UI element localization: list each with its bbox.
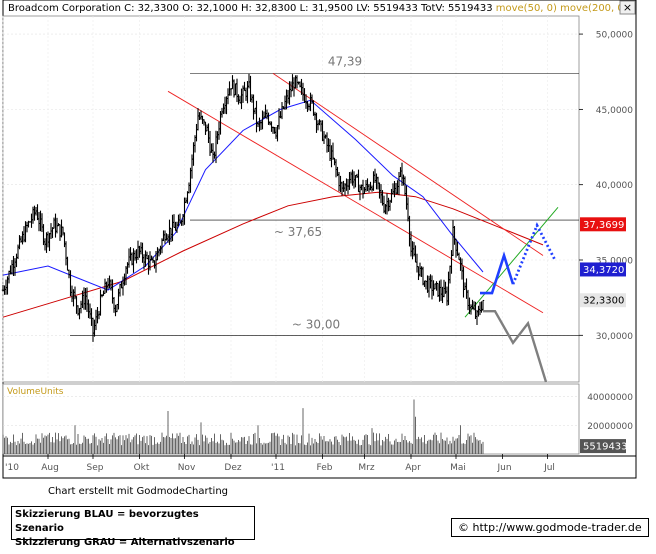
price-tag-label: 34,3720 [583,265,624,276]
volume-tick-label: 40000000 [587,393,633,403]
y-tick-label: 45,0000 [596,106,633,116]
level-label: 47,39 [328,54,362,68]
volume-tick-label: 20000000 [587,422,633,432]
uptrend-line [464,206,559,318]
price-tag-label: 37,3699 [583,220,624,231]
volume-label: VolumeUnits [7,387,64,397]
volume-plot-area [2,383,580,455]
level-label: ~ 37,65 [274,225,322,239]
x-tick-label: Jul [543,463,555,473]
close-button[interactable]: × [619,0,636,15]
scenario-blue-line [480,251,515,295]
channel-line [272,73,544,256]
header-title: Broadcom Corporation C: 32,3300 O: 32,10… [8,3,628,14]
chart-credit: Chart erstellt mit GodmodeCharting [48,486,228,497]
x-tick-label: Mai [450,463,466,473]
close-icon: × [623,1,632,14]
x-tick-label: '11 [271,463,285,473]
volume-tag-label: 5519433 [583,442,628,453]
legend-blue-text: Skizzierung BLAU = bevorzugtes Szenario [15,509,199,534]
y-tick-label: 40,0000 [596,181,633,191]
volume-tag [580,439,626,454]
x-tick-label: Nov [178,463,196,473]
y-tick-label: 35,0000 [596,257,633,267]
price-series [1,73,485,342]
x-tick-label: '10 [5,463,19,473]
volume-bars: 40000000 20000000 5519433 [2,393,633,454]
x-tick-label: Sep [87,463,104,473]
price-tag-label: 32,3300 [583,296,624,307]
price-bar [481,299,485,311]
legend-grey-text: Skizzierung GRAU = Alternativszenario [15,537,235,548]
level-label: ~ 30,00 [292,317,340,331]
price-tag [580,262,626,277]
price-plot-area [2,15,580,383]
price-tags: 37,3699 34,3720 32,3300 [580,217,626,308]
ma50-line [2,99,484,291]
price-tag [580,293,626,308]
y-tick-label: 50,0000 [596,31,633,41]
x-axis: '10 Aug Sep Okt Nov Dez '11 Feb Mrz Apr Mai Jun Jul [2,454,555,473]
scenario-blue-dotted-line [511,222,557,285]
x-tick-label: Dez [224,463,241,473]
x-tick-label: Jun [496,463,511,473]
y-tick-label: 30,0000 [596,332,633,342]
scenario-legend: Skizzierung BLAU = bevorzugtes Szenario … [11,506,255,548]
x-tick-label: Apr [405,463,421,473]
x-tick-label: Feb [317,463,333,473]
scenario-sketches [480,222,557,383]
source-link[interactable]: © http://www.godmode-trader.de [451,518,649,537]
trend-channel [167,73,559,318]
scenario-grey-line [483,310,548,383]
price-tag [580,217,626,232]
level-lines: 47,39 ~ 37,65 ~ 30,00 [70,54,579,336]
y-axis: 50,0000 45,0000 40,0000 35,0000 30,0000 [579,31,633,342]
x-tick-label: Okt [134,463,150,473]
x-tick-label: Mrz [358,463,374,473]
channel-line [167,90,544,314]
x-tick-label: Aug [41,463,59,473]
